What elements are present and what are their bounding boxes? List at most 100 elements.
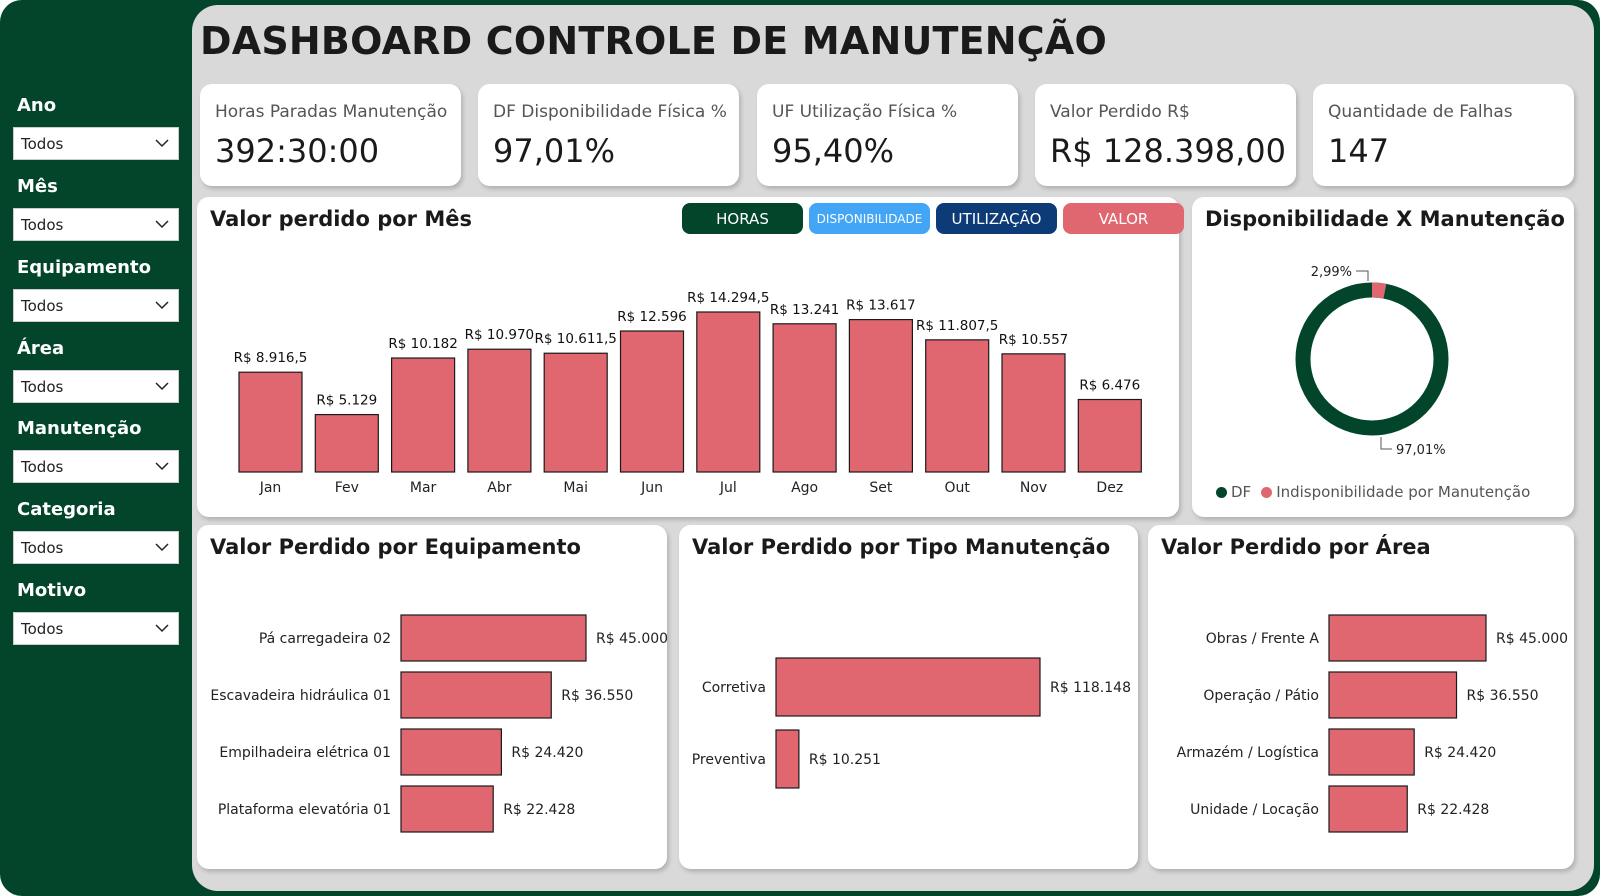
- month-value-label: R$ 10.611,5: [535, 331, 617, 347]
- month-bar: [543, 352, 608, 473]
- leader-line: [1380, 437, 1392, 450]
- month-tick-label: Set: [869, 480, 893, 496]
- month-value-label: R$ 5.129: [316, 393, 377, 409]
- month-bar: [772, 323, 837, 473]
- hbar-category-label: Empilhadeira elétrica 01: [219, 745, 391, 761]
- month-value-label: R$ 13.617: [846, 298, 916, 314]
- month-value-label: R$ 11.807,5: [916, 318, 998, 334]
- donut-legend: DF Indisponibilidade por Manutenção: [1216, 483, 1530, 501]
- hbar-value-label: R$ 24.420: [511, 745, 583, 761]
- month-tick-label: Abr: [487, 480, 511, 496]
- hbar-value-label: R$ 118.148: [1050, 680, 1131, 696]
- filter-select-mes[interactable]: Todos: [13, 208, 179, 241]
- tab-valor[interactable]: VALOR: [1063, 203, 1184, 234]
- hbar-value-label: R$ 36.550: [561, 688, 633, 704]
- filter-value-area: Todos: [21, 377, 64, 396]
- filter-label-equipamento: Equipamento: [17, 257, 151, 278]
- kpi-card-valor: Valor Perdido R$ R$ 128.398,00: [1035, 84, 1296, 186]
- hbar: [775, 729, 800, 789]
- tab-horas[interactable]: HORAS: [682, 203, 803, 234]
- page-title: DASHBOARD CONTROLE DE MANUTENÇÃO: [200, 19, 1107, 63]
- month-tick-label: Nov: [1020, 480, 1047, 496]
- hbar: [400, 728, 502, 776]
- hbar-category-label: Escavadeira hidráulica 01: [210, 688, 391, 704]
- filter-select-categoria[interactable]: Todos: [13, 531, 179, 564]
- tab-utilizacao[interactable]: UTILIZAÇÃO: [936, 203, 1057, 234]
- tab-disponibilidade[interactable]: DISPONIBILIDADE: [809, 203, 930, 234]
- type-chart-card: Valor Perdido por Tipo Manutenção Corret…: [679, 525, 1138, 869]
- filter-select-area[interactable]: Todos: [13, 370, 179, 403]
- kpi-value: 392:30:00: [215, 132, 380, 170]
- filter-label-motivo: Motivo: [17, 580, 87, 601]
- month-value-label: R$ 8.916,5: [234, 350, 308, 366]
- donut-slice-df: [1295, 282, 1449, 436]
- hbar-category-label: Operação / Pátio: [1203, 688, 1319, 704]
- area-chart-card: Valor Perdido por Área Obras / Frente A R…: [1148, 525, 1574, 869]
- kpi-label: DF Disponibilidade Física %: [493, 102, 727, 122]
- hbar-category-label: Armazém / Logística: [1177, 745, 1319, 761]
- month-bar: [696, 311, 761, 473]
- hbar: [1328, 728, 1415, 776]
- month-bar: [314, 413, 379, 473]
- filter-select-motivo[interactable]: Todos: [13, 612, 179, 645]
- hbar-value-label: R$ 22.428: [503, 802, 575, 818]
- hbar: [400, 671, 552, 719]
- donut-label-df: 97,01%: [1396, 443, 1446, 458]
- filter-label-area: Área: [17, 338, 65, 359]
- area-bar-chart: Obras / Frente A R$ 45.000 Operação / Páti…: [1177, 614, 1568, 833]
- kpi-card-uf: UF Utilização Física % 95,40%: [757, 84, 1018, 186]
- month-bar: [238, 371, 303, 473]
- filter-select-equipamento[interactable]: Todos: [13, 289, 179, 322]
- month-value-label: R$ 10.970: [465, 327, 535, 343]
- hbar-category-label: Unidade / Locação: [1190, 802, 1319, 818]
- filter-value-manutencao: Todos: [21, 457, 64, 476]
- month-tick-label: Out: [945, 480, 971, 496]
- filter-select-ano[interactable]: Todos: [13, 127, 179, 160]
- monthly-chart-card: Valor perdido por Mês HORAS DISPONIBILID…: [197, 197, 1184, 517]
- month-value-label: R$ 10.182: [388, 336, 458, 352]
- hbar-value-label: R$ 36.550: [1467, 688, 1539, 704]
- chevron-down-icon: [155, 220, 169, 229]
- monthly-bar-chart: R$ 8.916,5 Jan R$ 5.129 Fev R$ 10.182 Mar R$ 1…: [234, 290, 1142, 496]
- hbar-category-label: Plataforma elevatória 01: [218, 802, 391, 818]
- month-tick-label: Jun: [640, 480, 663, 496]
- month-bar: [1077, 398, 1142, 473]
- panel-title: Disponibilidade X Manutenção: [1205, 207, 1565, 231]
- panel-title: Valor Perdido por Tipo Manutenção: [692, 535, 1111, 559]
- hbar-value-label: R$ 10.251: [809, 752, 881, 768]
- kpi-label: Horas Paradas Manutenção: [215, 102, 448, 122]
- equipment-bar-chart: Pá carregadeira 02 R$ 45.000 Escavadeira h…: [210, 614, 667, 833]
- kpi-card-falhas: Quantidade de Falhas 147: [1313, 84, 1574, 186]
- hbar-category-label: Pá carregadeira 02: [259, 631, 391, 647]
- panel-title: Valor Perdido por Equipamento: [210, 535, 581, 559]
- kpi-label: Quantidade de Falhas: [1328, 102, 1513, 122]
- hbar: [1328, 785, 1408, 833]
- donut-card: Disponibilidade X Manutenção 2,99% 97,01%…: [1192, 197, 1574, 517]
- filter-sidebar: Ano Todos Mês Todos Equipamento Todos Ár…: [0, 0, 192, 896]
- filter-label-ano: Ano: [17, 95, 57, 116]
- month-tick-label: Dez: [1096, 480, 1123, 496]
- chevron-down-icon: [155, 624, 169, 633]
- kpi-value: 147: [1328, 132, 1390, 170]
- kpi-card-horas: Horas Paradas Manutenção 392:30:00: [200, 84, 461, 186]
- month-tick-label: Mar: [410, 480, 437, 496]
- filter-select-manutencao[interactable]: Todos: [13, 450, 179, 483]
- month-tick-label: Ago: [791, 480, 818, 496]
- legend-dot-df: [1216, 486, 1227, 498]
- chevron-down-icon: [155, 382, 169, 391]
- month-value-label: R$ 12.596: [617, 309, 687, 325]
- month-value-label: R$ 6.476: [1079, 378, 1140, 394]
- hbar: [1328, 671, 1458, 719]
- donut-slice-indisponibilidade: [1295, 282, 1449, 436]
- kpi-card-df: DF Disponibilidade Física % 97,01%: [478, 84, 739, 186]
- filter-label-mes: Mês: [17, 176, 58, 197]
- chevron-down-icon: [155, 301, 169, 310]
- kpi-value: 97,01%: [493, 132, 616, 170]
- month-bar: [1001, 353, 1066, 473]
- kpi-label: Valor Perdido R$: [1050, 102, 1190, 122]
- filter-label-manutencao: Manutenção: [17, 418, 142, 439]
- hbar: [400, 785, 494, 833]
- month-bar: [619, 330, 685, 473]
- hbar-category-label: Corretiva: [702, 680, 766, 696]
